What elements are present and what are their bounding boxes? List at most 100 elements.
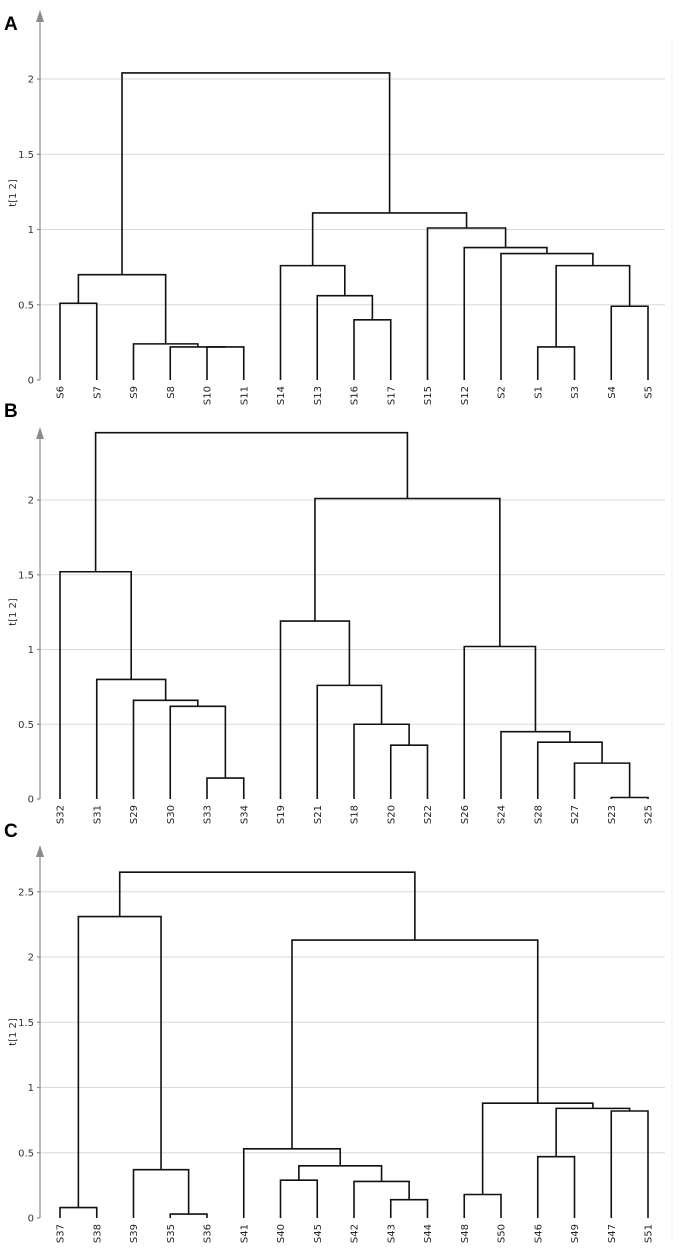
- dendrogram-link: [353, 723, 410, 799]
- leaf-label: S6: [56, 386, 67, 399]
- leaf-label: S22: [423, 805, 434, 824]
- y-axis-label: t[1 2]: [8, 598, 19, 626]
- leaf-label: S7: [92, 386, 103, 399]
- dendrogram-link: [426, 227, 507, 380]
- dendrogram-link: [169, 1213, 208, 1218]
- leaf-label: S13: [313, 386, 324, 405]
- dendrogram-link: [463, 645, 537, 799]
- leaf-label: S14: [276, 386, 287, 405]
- leaf-label: S24: [497, 805, 508, 824]
- y-axis-arrow: [36, 10, 44, 22]
- dendrogram-link: [389, 744, 429, 799]
- dendrogram-link: [206, 777, 245, 799]
- leaf-label: S23: [607, 805, 618, 824]
- dendrogram-link: [59, 1206, 98, 1218]
- leaf-label: S29: [129, 805, 140, 824]
- y-tick-label: 1: [28, 645, 34, 656]
- leaf-label: S34: [239, 805, 250, 824]
- dendrogram-link: [132, 1168, 190, 1218]
- dendrogram-link: [169, 346, 226, 380]
- dendrogram-link: [298, 1165, 383, 1182]
- dendrogram-link: [536, 1155, 576, 1218]
- leaf-label: S41: [239, 1224, 250, 1243]
- leaf-label: S32: [56, 805, 67, 824]
- y-tick-label: 2: [28, 496, 34, 507]
- dendrogram-link: [314, 497, 501, 647]
- leaf-label: S1: [533, 386, 544, 399]
- y-tick-label: 1.5: [18, 1018, 34, 1029]
- y-axis-arrow: [36, 427, 44, 439]
- panel-a: A t[1 2] 0 0.5 1 1.5 2 S6 S7 S9 S8 S10 S11 S14 S13 S1…: [4, 10, 665, 405]
- dendrogram-link: [59, 570, 133, 799]
- dendrogram-link: [132, 699, 199, 799]
- y-tick-label: 1.5: [18, 150, 34, 161]
- leaf-label: S47: [607, 1224, 618, 1243]
- dendrogram-link: [610, 796, 649, 799]
- leaf-label: S10: [203, 386, 214, 405]
- dendrogram-link: [169, 705, 227, 799]
- dendrogram-link: [94, 431, 409, 572]
- dendrogram-link: [242, 1148, 342, 1218]
- dendrogram-link: [279, 1179, 319, 1218]
- dendrogram-link: [610, 1110, 649, 1218]
- leaf-label: S43: [386, 1224, 397, 1243]
- leaf-label: S21: [313, 805, 324, 824]
- panel-c: C t[1 2] 0 0.5 1 1.5 2 2.5 S37 S38 S39 S35 S36 S41 S…: [4, 821, 665, 1243]
- dendrogram-link: [316, 294, 374, 380]
- dendrogram-link: [610, 305, 649, 380]
- dendrogram-link: [121, 72, 391, 275]
- dendrogram-link: [555, 1107, 631, 1157]
- leaf-label: S33: [203, 805, 214, 824]
- leaf-label: S8: [166, 386, 177, 399]
- dendrogram-link: [536, 741, 603, 799]
- leaf-label: S26: [460, 805, 471, 824]
- dendrogram-link: [353, 319, 392, 380]
- y-axis-label: t[1 2]: [8, 1018, 19, 1046]
- dendrogram-link: [291, 939, 539, 1149]
- leaf-label: S51: [644, 1224, 655, 1243]
- leaf-label: S45: [313, 1224, 324, 1243]
- y-tick-label: 0.5: [18, 1148, 34, 1159]
- y-tick-label: 0.5: [18, 300, 34, 311]
- leaf-label: S49: [570, 1224, 581, 1243]
- leaf-label: S28: [533, 805, 544, 824]
- leaf-label: S30: [166, 805, 177, 824]
- panel-label: B: [4, 401, 18, 422]
- y-tick-label: 1.5: [18, 570, 34, 581]
- leaf-label: S31: [92, 805, 103, 824]
- dendrogram-link: [77, 273, 167, 344]
- leaf-label: S4: [607, 386, 618, 399]
- leaf-label: S12: [460, 386, 471, 405]
- panel-b: B t[1 2] 0 0.5 1 1.5 2 S32 S31 S29 S30 S33 S34 S19 S…: [4, 401, 665, 824]
- leaf-label: S16: [350, 386, 361, 405]
- y-tick-label: 0: [28, 795, 34, 806]
- leaf-label: S2: [497, 386, 508, 399]
- leaf-label: S19: [276, 805, 287, 824]
- y-tick-label: 0: [28, 376, 34, 387]
- dendrogram-link: [279, 264, 346, 380]
- leaf-label: S46: [533, 1224, 544, 1243]
- y-tick-label: 1: [28, 1083, 34, 1094]
- dendrogram-link: [132, 343, 199, 380]
- dendrogram-link: [463, 1193, 502, 1218]
- dendrogram-link: [77, 915, 162, 1208]
- leaf-label: S25: [644, 805, 655, 824]
- panel-label: A: [4, 14, 18, 35]
- leaf-label: S9: [129, 386, 140, 399]
- dendrogram-link: [316, 684, 383, 799]
- leaf-label: S48: [460, 1224, 471, 1243]
- leaf-label: S38: [92, 1224, 103, 1243]
- leaf-label: S36: [203, 1224, 214, 1243]
- dendrogram-link: [573, 762, 631, 799]
- leaf-label: S50: [497, 1224, 508, 1243]
- dendrogram-link: [389, 1198, 429, 1218]
- leaf-label: S44: [423, 1224, 434, 1243]
- leaf-label: S40: [276, 1224, 287, 1243]
- leaf-label: S3: [570, 386, 581, 399]
- leaf-label: S15: [423, 386, 434, 405]
- leaf-label: S39: [129, 1224, 140, 1243]
- dendrogram-link: [206, 346, 245, 380]
- dendrogram-link: [500, 252, 594, 380]
- y-axis-arrow: [36, 845, 44, 857]
